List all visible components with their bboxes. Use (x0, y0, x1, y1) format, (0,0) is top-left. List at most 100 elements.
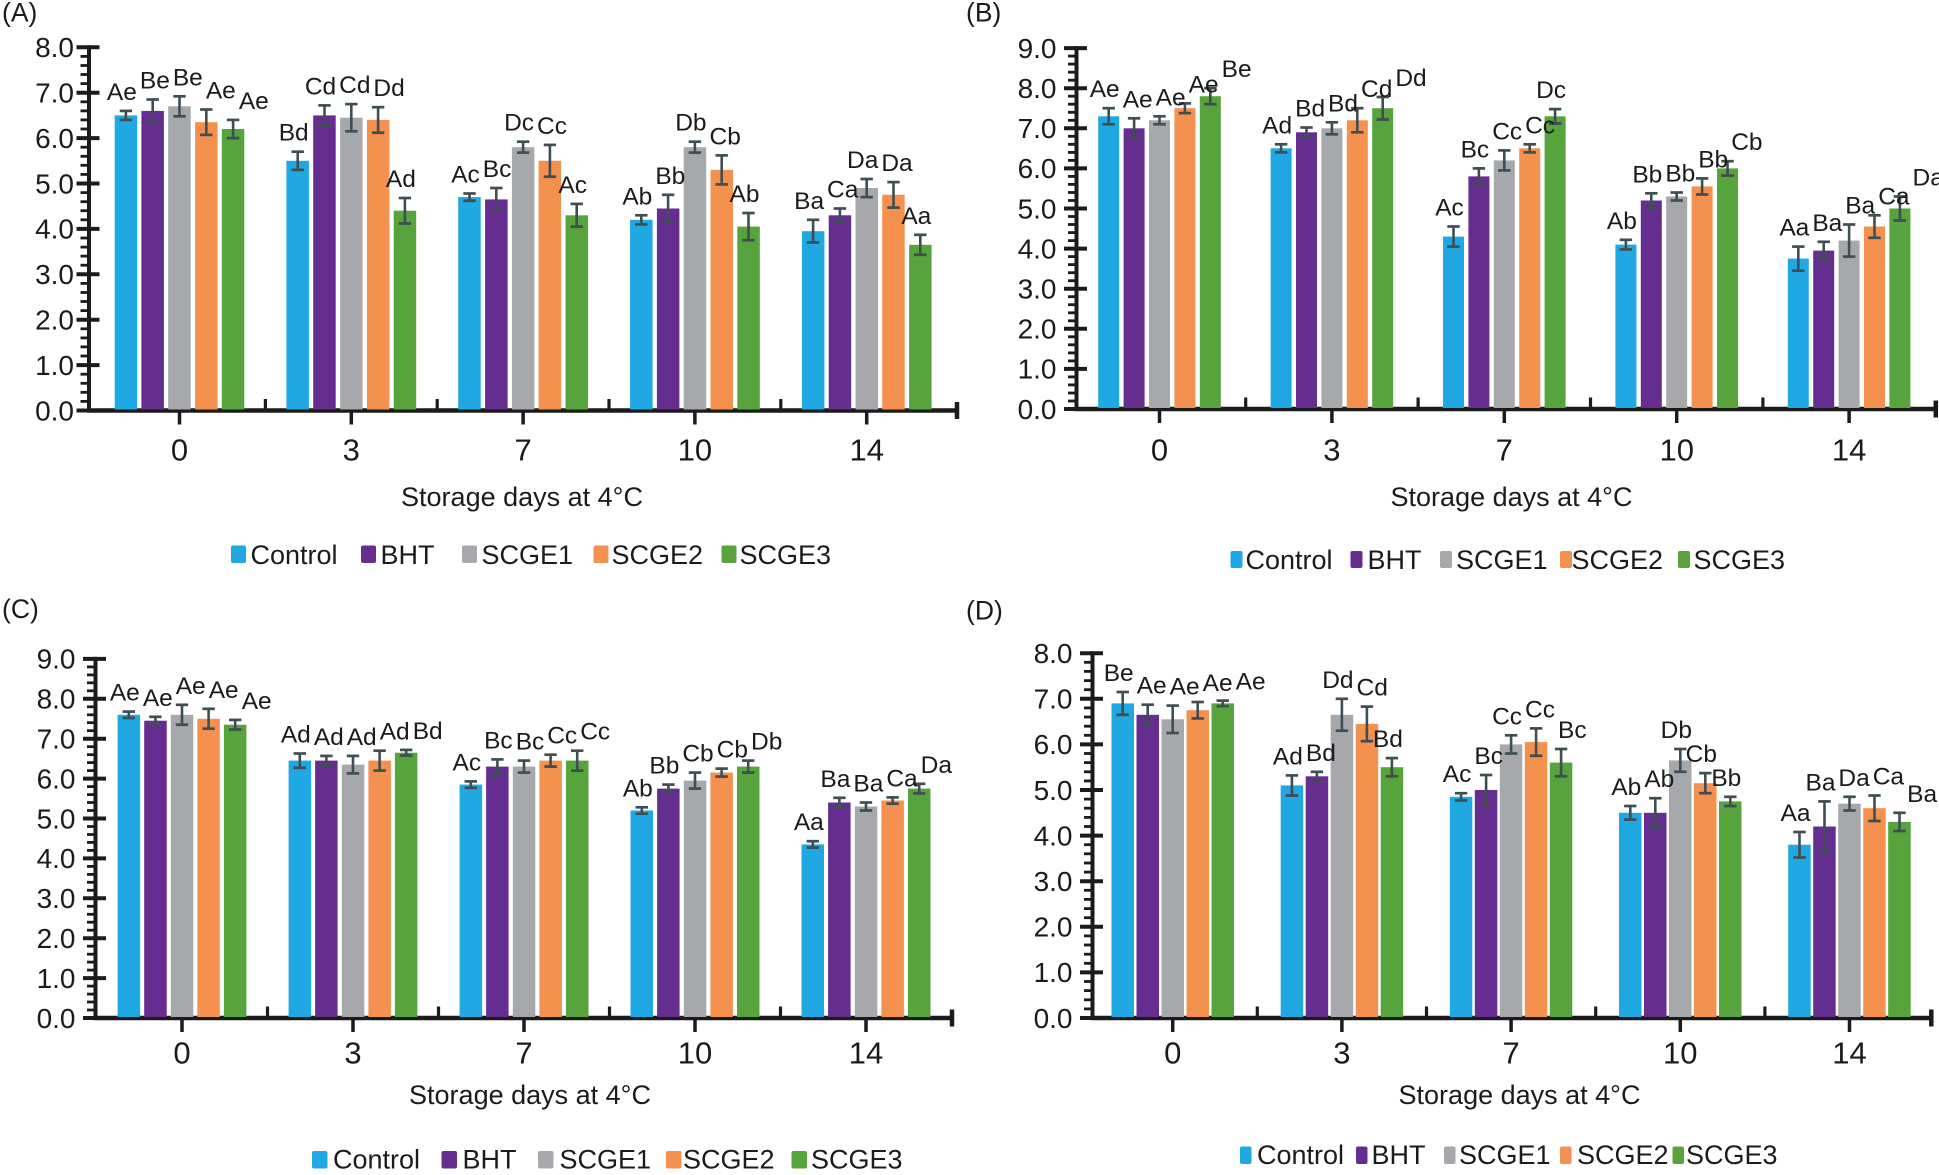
svg-text:BHT: BHT (1372, 1140, 1426, 1170)
svg-text:Ad: Ad (281, 722, 311, 749)
svg-text:Ae: Ae (242, 688, 272, 715)
svg-text:Bb: Bb (1665, 161, 1695, 188)
svg-text:Ae: Ae (1170, 674, 1200, 701)
svg-text:1.0: 1.0 (37, 963, 76, 994)
svg-text:SCGE1: SCGE1 (1459, 1140, 1551, 1170)
svg-text:Bc: Bc (1461, 136, 1490, 163)
svg-text:7: 7 (515, 1036, 532, 1071)
svg-text:7.0: 7.0 (1034, 684, 1073, 715)
svg-text:6.0: 6.0 (35, 123, 74, 154)
svg-text:9.0: 9.0 (37, 644, 76, 675)
svg-text:4.0: 4.0 (37, 843, 76, 874)
svg-text:Ad: Ad (380, 719, 410, 746)
svg-text:Cc: Cc (1525, 112, 1555, 139)
svg-text:8.0: 8.0 (35, 32, 74, 63)
svg-text:Ae: Ae (1203, 670, 1233, 697)
svg-text:BHT: BHT (381, 540, 435, 570)
svg-text:Ca: Ca (1878, 183, 1910, 210)
svg-text:Bb: Bb (1711, 765, 1741, 792)
svg-text:8.0: 8.0 (1018, 73, 1057, 104)
svg-text:5.0: 5.0 (1018, 193, 1057, 224)
svg-text:Bd: Bd (1373, 726, 1403, 753)
svg-text:Control: Control (1246, 545, 1333, 575)
svg-text:Ca: Ca (886, 765, 918, 792)
svg-text:BHT: BHT (463, 1145, 517, 1175)
svg-text:Cb: Cb (710, 123, 741, 150)
svg-text:Ad: Ad (1273, 743, 1303, 770)
svg-text:Ac: Ac (451, 162, 480, 189)
svg-text:Ae: Ae (239, 88, 269, 115)
svg-text:0: 0 (1164, 1036, 1181, 1071)
svg-text:Ad: Ad (314, 724, 344, 751)
svg-text:Ab: Ab (1607, 208, 1637, 235)
svg-text:Cd: Cd (339, 72, 370, 99)
svg-text:Cc: Cc (1492, 118, 1522, 145)
svg-text:Storage days at 4°C: Storage days at 4°C (401, 482, 643, 512)
svg-text:Cc: Cc (537, 113, 567, 140)
svg-text:Cb: Cb (682, 741, 713, 768)
svg-text:14: 14 (849, 1036, 883, 1071)
svg-text:SCGE1: SCGE1 (482, 540, 574, 570)
svg-text:Bb: Bb (655, 163, 685, 190)
svg-text:Ac: Ac (558, 172, 587, 199)
svg-text:Bc: Bc (483, 156, 512, 183)
svg-text:Cb: Cb (1686, 741, 1717, 768)
svg-text:Da: Da (1913, 165, 1939, 192)
svg-text:Ac: Ac (1435, 195, 1464, 222)
svg-text:BHT: BHT (1368, 545, 1422, 575)
svg-text:Ae: Ae (107, 79, 137, 106)
svg-text:Ae: Ae (209, 677, 239, 704)
svg-text:9.0: 9.0 (1018, 33, 1057, 64)
svg-text:Aa: Aa (901, 203, 931, 230)
svg-text:(C): (C) (2, 594, 39, 624)
svg-text:7.0: 7.0 (1018, 113, 1057, 144)
svg-text:1.0: 1.0 (35, 350, 74, 381)
svg-text:Cd: Cd (1357, 675, 1388, 702)
svg-text:Bd: Bd (1295, 96, 1325, 123)
svg-text:Da: Da (921, 752, 953, 779)
svg-text:Storage days at 4°C: Storage days at 4°C (1391, 482, 1633, 512)
svg-text:Ab: Ab (622, 183, 652, 210)
svg-text:10: 10 (1663, 1036, 1697, 1071)
svg-text:SCGE3: SCGE3 (811, 1145, 903, 1175)
svg-text:6.0: 6.0 (37, 763, 76, 794)
svg-text:SCGE1: SCGE1 (560, 1145, 652, 1175)
svg-text:Bc: Bc (1558, 717, 1587, 744)
svg-text:3: 3 (1333, 1036, 1350, 1071)
svg-text:Storage days at 4°C: Storage days at 4°C (1399, 1080, 1641, 1110)
svg-text:Ad: Ad (347, 724, 377, 751)
svg-text:2.0: 2.0 (37, 923, 76, 954)
svg-text:4.0: 4.0 (1018, 233, 1057, 264)
svg-text:Ca: Ca (1873, 764, 1905, 791)
svg-text:Bd: Bd (1306, 740, 1336, 767)
svg-text:SCGE2: SCGE2 (1577, 1140, 1669, 1170)
svg-text:(B): (B) (966, 0, 1001, 28)
svg-text:Bd: Bd (413, 718, 443, 745)
svg-text:Bc: Bc (484, 727, 513, 754)
svg-text:Bc: Bc (1474, 743, 1503, 770)
svg-text:Be: Be (1222, 56, 1252, 83)
svg-text:Control: Control (1257, 1140, 1344, 1170)
svg-text:0: 0 (171, 433, 188, 468)
svg-text:Bc: Bc (516, 729, 545, 756)
svg-text:Ab: Ab (1611, 774, 1641, 801)
svg-text:Bb: Bb (649, 753, 679, 780)
svg-text:10: 10 (678, 433, 712, 468)
svg-text:Dc: Dc (504, 110, 534, 137)
svg-text:Ab: Ab (623, 775, 653, 802)
svg-text:Ae: Ae (1156, 84, 1186, 111)
svg-text:Bb: Bb (1698, 146, 1728, 173)
svg-text:3.0: 3.0 (37, 883, 76, 914)
svg-text:3: 3 (343, 433, 360, 468)
svg-text:Ab: Ab (1644, 766, 1674, 793)
svg-text:Ad: Ad (1262, 112, 1292, 139)
svg-text:Dd: Dd (1322, 667, 1353, 694)
svg-text:2.0: 2.0 (1034, 912, 1073, 943)
svg-text:0.0: 0.0 (37, 1003, 76, 1034)
svg-text:Db: Db (1661, 717, 1692, 744)
svg-text:Da: Da (881, 150, 913, 177)
svg-text:5.0: 5.0 (35, 168, 74, 199)
svg-text:SCGE2: SCGE2 (612, 540, 704, 570)
svg-text:Ae: Ae (1236, 669, 1266, 696)
svg-text:Ba: Ba (1812, 210, 1842, 237)
